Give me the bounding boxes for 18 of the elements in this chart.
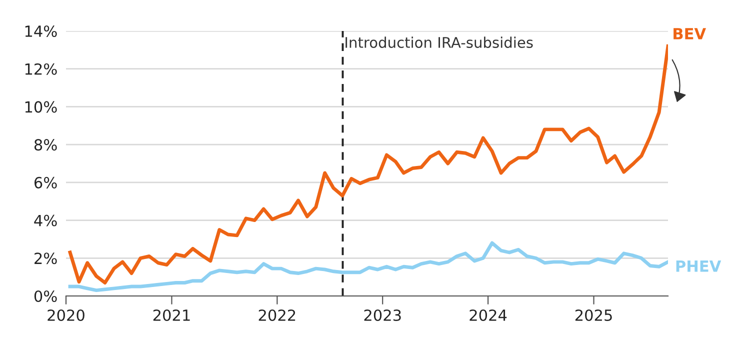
x-tick-label: 2022 <box>258 309 296 322</box>
x-tick-label: 2025 <box>575 309 612 322</box>
x-tick-label: 2024 <box>470 309 507 322</box>
y-tick-label: 10% <box>25 101 57 113</box>
series-label: PHEV <box>676 260 722 272</box>
y-tick-label: 6% <box>34 176 57 188</box>
x-tick-label: 2020 <box>48 309 84 322</box>
series-label: BEV <box>674 28 706 40</box>
ref-line-label: Introduction IRA-subsidies <box>346 36 533 48</box>
y-tick-label: 8% <box>34 139 57 151</box>
x-tick-label: 2023 <box>364 309 401 322</box>
x-tick-label: 2021 <box>153 309 190 322</box>
y-tick-label: 4% <box>34 214 57 226</box>
y-tick-label: 0% <box>34 290 57 302</box>
line-series <box>68 241 668 292</box>
y-tick-label: 14% <box>25 25 57 38</box>
y-tick-label: 12% <box>25 63 57 75</box>
y-tick-label: 2% <box>34 252 57 264</box>
